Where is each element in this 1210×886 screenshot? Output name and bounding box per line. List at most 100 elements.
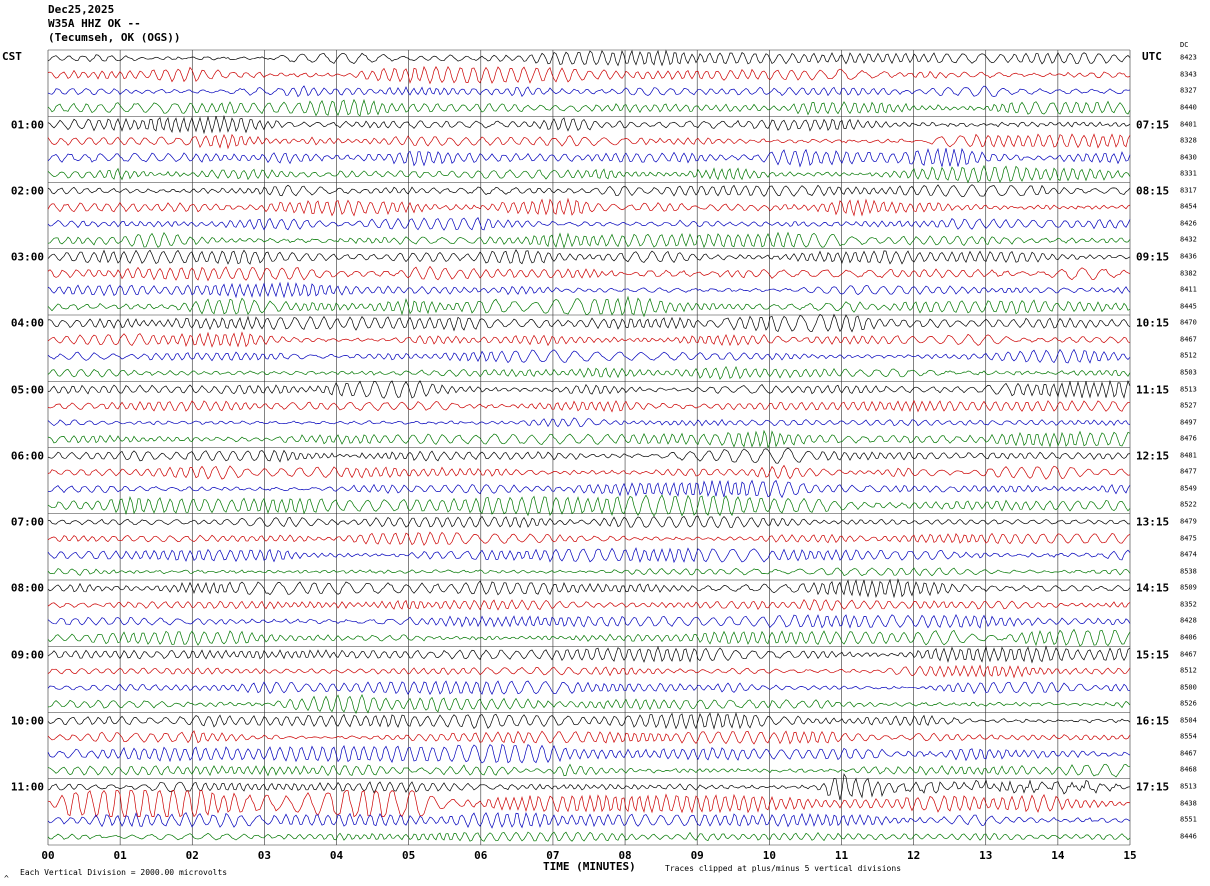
seismogram-trace	[47, 831, 1131, 842]
left-hour-label: 05:00	[10, 383, 44, 397]
seismogram-trace	[47, 295, 1131, 318]
dc-offset-value: 8327	[1180, 86, 1197, 95]
dc-offset-value: 8382	[1180, 269, 1197, 278]
dc-offset-value: 8411	[1180, 285, 1197, 294]
seismogram-trace	[47, 197, 1131, 217]
seismogram-trace	[47, 49, 1131, 67]
dc-offset-value: 8343	[1180, 70, 1197, 79]
dc-offset-value: 8527	[1180, 401, 1197, 410]
seismogram-trace	[47, 547, 1131, 564]
dc-offset-value: 8406	[1180, 633, 1197, 642]
x-axis-tick-label: 08	[618, 849, 632, 862]
dc-offset-value: 8504	[1180, 716, 1197, 725]
seismogram-trace	[47, 578, 1131, 599]
dc-offset-value: 8497	[1180, 418, 1197, 427]
dc-offset-value: 8432	[1180, 235, 1197, 244]
dc-offset-value: 8549	[1180, 484, 1197, 493]
seismogram-trace	[47, 567, 1131, 577]
dc-offset-value: 8551	[1180, 815, 1197, 824]
right-axis-header: UTC	[1142, 50, 1162, 63]
x-axis-tick-label: 02	[185, 849, 199, 862]
right-hour-label: 11:15	[1136, 383, 1170, 397]
dc-offset-value: 8500	[1180, 683, 1197, 692]
left-axis-header: CST	[2, 50, 22, 63]
dc-offset-value: 8331	[1180, 169, 1197, 178]
dc-offset-value: 8467	[1180, 749, 1197, 758]
seismogram-trace	[47, 164, 1131, 184]
dc-column-header: DC	[1180, 41, 1189, 49]
seismogram-trace	[47, 479, 1131, 499]
x-axis-title: TIME (MINUTES)	[543, 860, 636, 873]
seismogram-trace	[47, 664, 1131, 679]
corner-glyph: ^	[4, 874, 9, 883]
seismogram-trace	[47, 217, 1131, 231]
seismogram-trace	[47, 249, 1131, 265]
dc-offset-value: 8436	[1180, 252, 1197, 261]
seismogram-trace	[47, 417, 1131, 428]
seismogram-trace	[47, 313, 1131, 333]
dc-offset-value: 8474	[1180, 550, 1197, 559]
left-hour-label: 06:00	[10, 449, 44, 463]
dc-offset-value: 8512	[1180, 666, 1197, 675]
left-hour-label: 02:00	[10, 184, 44, 198]
left-hour-label: 07:00	[10, 515, 44, 529]
left-hour-label: 03:00	[10, 250, 44, 264]
seismogram-trace	[47, 133, 1131, 150]
seismogram-trace	[47, 494, 1131, 517]
x-axis-tick-label: 15	[1123, 849, 1137, 862]
right-hour-label: 10:15	[1136, 316, 1170, 330]
dc-offset-value: 8446	[1180, 832, 1197, 841]
dc-offset-value: 8428	[1180, 616, 1197, 625]
left-hour-label: 10:00	[10, 714, 44, 728]
dc-offset-value: 8554	[1180, 732, 1197, 741]
seismogram-trace	[47, 281, 1131, 299]
seismogram-trace	[47, 114, 1131, 135]
dc-offset-value: 8467	[1180, 335, 1197, 344]
seismogram-trace	[47, 628, 1131, 647]
header-station: W35A HHZ OK --	[48, 17, 141, 30]
x-axis-tick-label: 03	[257, 849, 272, 862]
seismogram-trace	[47, 515, 1130, 529]
dc-offset-value: 8401	[1180, 120, 1197, 129]
footer-left-note: Each Vertical Division = 2000.00 microvo…	[20, 868, 228, 877]
seismogram-trace	[47, 447, 1131, 464]
x-axis-tick-label: 10	[762, 849, 776, 862]
right-hour-label: 15:15	[1136, 648, 1170, 662]
dc-offset-value: 8426	[1180, 219, 1197, 228]
seismogram-trace	[47, 399, 1131, 413]
seismogram-trace	[47, 599, 1131, 612]
dc-offset-value: 8438	[1180, 799, 1197, 808]
dc-offset-value: 8512	[1180, 351, 1197, 360]
seismogram-trace	[47, 464, 1131, 480]
left-hour-label: 04:00	[10, 316, 44, 330]
x-axis-tick-label: 04	[329, 849, 344, 862]
header-location: (Tecumseh, OK (OGS))	[48, 31, 181, 44]
dc-offset-value: 8440	[1180, 103, 1197, 112]
dc-offset-value: 8476	[1180, 434, 1197, 443]
left-hour-label: 11:00	[10, 780, 44, 794]
x-axis-tick-label: 11	[834, 849, 849, 862]
dc-offset-value: 8522	[1180, 500, 1197, 509]
seismogram-trace	[47, 348, 1131, 364]
seismogram-trace	[47, 85, 1131, 98]
seismogram-trace	[47, 147, 1131, 168]
right-hour-label: 09:15	[1136, 250, 1170, 264]
dc-offset-value: 8509	[1180, 583, 1197, 592]
seismogram-trace	[47, 331, 1131, 348]
dc-offset-value: 8477	[1180, 467, 1197, 476]
seismogram-trace	[47, 743, 1131, 764]
seismogram-trace	[47, 65, 1131, 85]
left-hour-label: 01:00	[10, 118, 44, 132]
seismogram-trace	[47, 429, 1131, 449]
dc-offset-value: 8538	[1180, 567, 1197, 576]
x-axis-tick-label: 07	[546, 849, 560, 862]
x-axis-tick-label: 09	[690, 849, 704, 862]
left-hour-label: 09:00	[10, 648, 44, 662]
dc-offset-value: 8430	[1180, 153, 1197, 162]
dc-offset-value: 8328	[1180, 136, 1197, 145]
seismogram-trace	[47, 763, 1131, 778]
dc-offset-value: 8475	[1180, 534, 1197, 543]
seismogram-trace	[47, 365, 1131, 380]
seismogram-trace	[47, 184, 1131, 198]
